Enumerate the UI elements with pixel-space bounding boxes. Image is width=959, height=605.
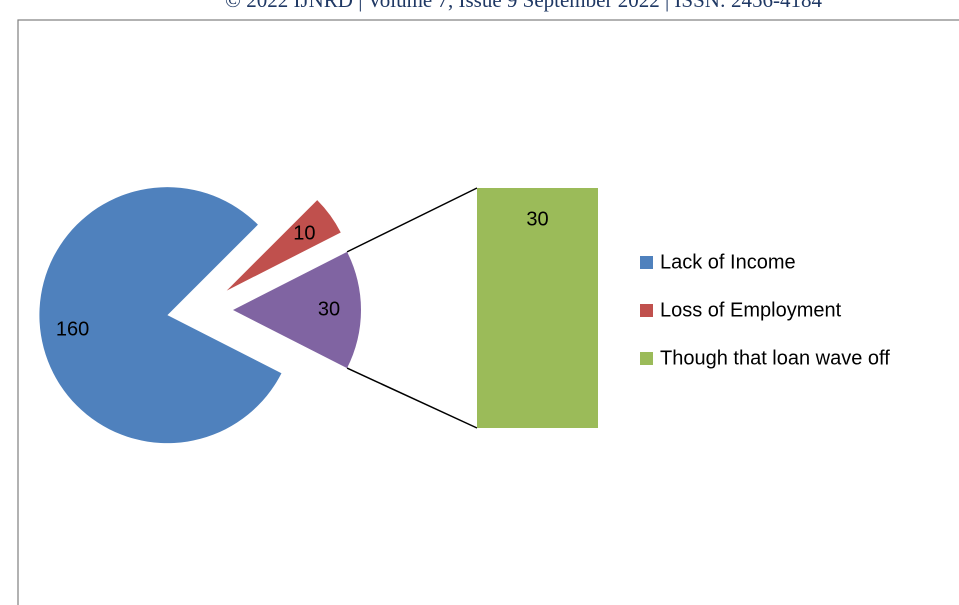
pie-slice (233, 251, 361, 369)
slice-label: 30 (318, 298, 340, 320)
legend-swatch (640, 304, 653, 317)
slice-label: 160 (56, 318, 89, 340)
legend-label: Though that loan wave off (660, 347, 890, 369)
pie-slice (226, 200, 341, 291)
legend-label: Lack of Income (660, 251, 796, 273)
bar-segment (477, 188, 598, 428)
legend-swatch (640, 352, 653, 365)
pie-slice (39, 187, 282, 444)
chart-frame (17, 19, 959, 605)
legend-swatch (640, 256, 653, 269)
page-header: © 2022 IJNRD | Volume 7, Issue 9 Septemb… (225, 0, 822, 12)
connector (346, 187, 478, 253)
legend-label: Loss of Employment (660, 299, 842, 321)
connector (346, 367, 478, 429)
slice-label: 10 (293, 222, 315, 244)
bar-label: 30 (526, 208, 548, 230)
